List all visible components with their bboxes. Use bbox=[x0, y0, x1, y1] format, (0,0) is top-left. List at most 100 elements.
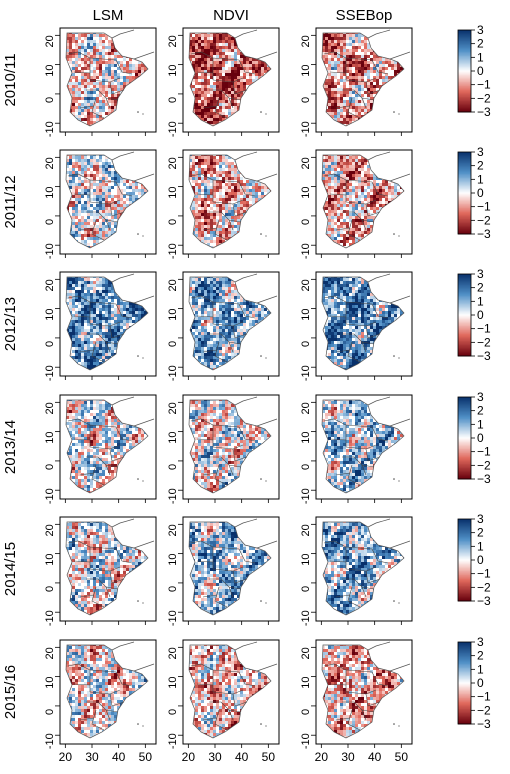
island-marker bbox=[398, 235, 400, 237]
country-border bbox=[342, 89, 375, 101]
colorbar-tick-label: 2 bbox=[477, 404, 484, 418]
colorbar-tick-label: 1 bbox=[477, 50, 484, 64]
island-marker bbox=[260, 355, 262, 357]
country-border bbox=[335, 472, 351, 476]
country-border bbox=[329, 560, 347, 563]
y-tick-label: -10 bbox=[300, 733, 312, 749]
colorbar-tick-label: −2 bbox=[477, 703, 491, 717]
gulf-of-aden-coast bbox=[133, 51, 155, 60]
map-panel-r6-c1: -10 0 10 20 20 30 40 50 bbox=[44, 639, 157, 764]
country-border bbox=[323, 173, 347, 181]
country-border bbox=[67, 663, 91, 671]
column-header-ndvi: NDVI bbox=[213, 7, 249, 24]
red-sea-coast bbox=[234, 396, 258, 406]
country-border bbox=[323, 295, 347, 303]
country-border bbox=[371, 303, 389, 319]
colorbar-tick-label: 0 bbox=[477, 64, 484, 78]
country-border bbox=[196, 560, 214, 563]
island-marker bbox=[265, 725, 267, 727]
country-border bbox=[232, 325, 248, 339]
panel-frame bbox=[315, 394, 413, 500]
map-panel-r2-c2: -10 0 10 20 bbox=[167, 149, 280, 259]
country-border bbox=[209, 578, 242, 590]
x-tick-label: 40 bbox=[368, 750, 382, 764]
colorbar-tick-label: 2 bbox=[477, 649, 484, 663]
country-border bbox=[89, 301, 117, 305]
panel-frame bbox=[182, 394, 280, 500]
red-sea-coast bbox=[111, 29, 135, 39]
island-marker bbox=[393, 600, 395, 602]
map-panel-r5-c1: -10 0 10 20 bbox=[44, 516, 157, 626]
colorbar-tick-label: 0 bbox=[477, 308, 484, 322]
country-border bbox=[238, 671, 256, 687]
row-label-2011-12: 2011/12 bbox=[2, 175, 19, 228]
red-sea-coast bbox=[111, 273, 135, 283]
panel-frame bbox=[182, 271, 280, 377]
y-tick-label: 20 bbox=[300, 35, 312, 47]
y-tick-label: 10 bbox=[44, 308, 56, 320]
country-border bbox=[238, 426, 256, 442]
country-border bbox=[371, 59, 389, 75]
country-border bbox=[202, 227, 218, 231]
country-border bbox=[347, 341, 361, 363]
y-tick-label: 10 bbox=[300, 676, 312, 688]
country-border bbox=[79, 105, 95, 109]
row-label-2012-13: 2012/13 bbox=[2, 297, 19, 351]
y-tick-label: 10 bbox=[44, 186, 56, 198]
colorbar-tick-label: 2 bbox=[477, 526, 484, 540]
gulf-of-aden-coast bbox=[133, 663, 155, 672]
y-tick-label: 20 bbox=[167, 157, 179, 169]
panel-frame bbox=[59, 271, 157, 377]
country-border bbox=[365, 325, 381, 339]
y-tick-label: 0 bbox=[167, 97, 179, 103]
y-tick-label: 20 bbox=[300, 402, 312, 414]
y-tick-label: -10 bbox=[300, 365, 312, 381]
country-border bbox=[228, 341, 234, 353]
country-border bbox=[105, 219, 111, 231]
colorbar-tick-label: 0 bbox=[477, 186, 484, 200]
gulf-of-aden-coast bbox=[389, 663, 411, 672]
colorbar-tick-label: 2 bbox=[477, 37, 484, 51]
y-tick-label: 10 bbox=[300, 553, 312, 565]
map-panel-r3-c1: -10 0 10 20 bbox=[44, 271, 157, 381]
colorbar-tick-label: −3 bbox=[477, 594, 491, 608]
island-marker bbox=[137, 600, 139, 602]
country-border bbox=[91, 586, 105, 608]
coastline bbox=[188, 154, 272, 249]
panel-frame bbox=[315, 27, 413, 133]
y-tick-label: 20 bbox=[167, 279, 179, 291]
gulf-of-aden-coast bbox=[256, 540, 278, 549]
y-tick-label: 10 bbox=[44, 64, 56, 76]
country-border bbox=[232, 570, 248, 584]
island-marker bbox=[260, 723, 262, 725]
island-marker bbox=[398, 357, 400, 359]
map-panel-r6-c3: -10 0 10 20 20 30 40 50 bbox=[300, 639, 413, 764]
country-border bbox=[329, 438, 347, 441]
gulf-of-aden-coast bbox=[389, 540, 411, 549]
y-tick-label: 20 bbox=[300, 157, 312, 169]
country-border bbox=[347, 586, 361, 608]
red-sea-coast bbox=[111, 396, 135, 406]
y-tick-label: 0 bbox=[167, 709, 179, 715]
country-border bbox=[335, 227, 351, 231]
island-marker bbox=[142, 725, 144, 727]
colorbar-tick-label: 3 bbox=[477, 23, 484, 37]
y-tick-label: -10 bbox=[44, 243, 56, 259]
map-panel-r1-c2: -10 0 10 20 bbox=[167, 27, 280, 137]
gulf-of-aden-coast bbox=[389, 295, 411, 304]
island-marker bbox=[393, 111, 395, 113]
country-border bbox=[109, 203, 125, 217]
panel-frame bbox=[315, 271, 413, 377]
row-label-2013-14: 2013/14 bbox=[2, 420, 19, 474]
country-border bbox=[238, 59, 256, 75]
country-border bbox=[361, 341, 367, 353]
coastline bbox=[65, 644, 149, 739]
y-tick-label: 10 bbox=[300, 308, 312, 320]
country-border bbox=[335, 594, 351, 598]
country-border bbox=[86, 333, 119, 345]
y-tick-label: 10 bbox=[167, 553, 179, 565]
coastline bbox=[321, 521, 405, 616]
y-tick-label: -10 bbox=[300, 243, 312, 259]
coastline bbox=[321, 644, 405, 739]
country-border bbox=[196, 193, 214, 196]
